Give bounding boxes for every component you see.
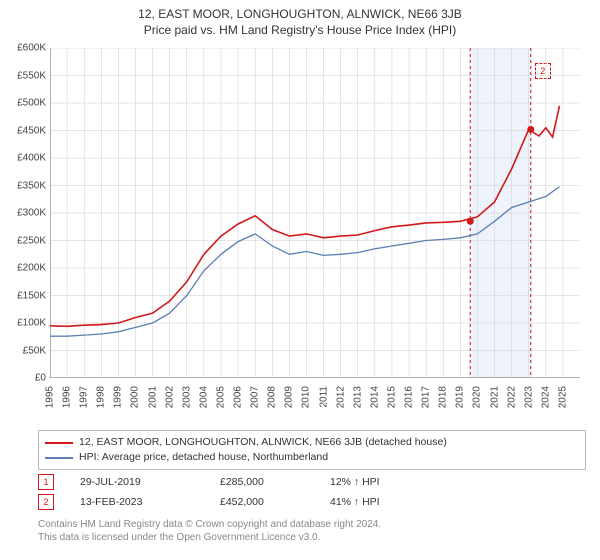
legend-label: 12, EAST MOOR, LONGHOUGHTON, ALNWICK, NE… <box>79 435 447 450</box>
sale-date: 29-JUL-2019 <box>80 476 220 488</box>
x-axis-label: 1999 <box>113 386 124 408</box>
x-axis-label: 2017 <box>421 386 432 408</box>
title-line-1: 12, EAST MOOR, LONGHOUGHTON, ALNWICK, NE… <box>0 6 600 22</box>
legend: 12, EAST MOOR, LONGHOUGHTON, ALNWICK, NE… <box>38 430 586 470</box>
x-axis-label: 2021 <box>489 386 500 408</box>
chart-svg <box>50 48 580 378</box>
sale-delta: 41% ↑ HPI <box>330 496 450 508</box>
footer-attribution: Contains HM Land Registry data © Crown c… <box>38 518 381 544</box>
x-axis-label: 2013 <box>352 386 363 408</box>
footer-line-2: This data is licensed under the Open Gov… <box>38 531 381 544</box>
x-axis-label: 2000 <box>130 386 141 408</box>
y-axis-label: £450K <box>17 125 46 136</box>
x-axis-label: 2025 <box>557 386 568 408</box>
sale-row: 2 13-FEB-2023£452,00041% ↑ HPI <box>38 492 572 512</box>
x-axis-label: 2024 <box>540 386 551 408</box>
x-axis-label: 1995 <box>45 386 56 408</box>
x-axis-label: 2012 <box>335 386 346 408</box>
x-axis-label: 2004 <box>198 386 209 408</box>
chart-plot-area: £0£50K£100K£150K£200K£250K£300K£350K£400… <box>50 48 580 378</box>
footer-line-1: Contains HM Land Registry data © Crown c… <box>38 518 381 531</box>
x-axis-label: 2008 <box>267 386 278 408</box>
x-axis-label: 2005 <box>215 386 226 408</box>
legend-item: HPI: Average price, detached house, Nort… <box>45 450 579 465</box>
legend-swatch <box>45 442 73 444</box>
legend-label: HPI: Average price, detached house, Nort… <box>79 450 328 465</box>
sale-delta: 12% ↑ HPI <box>330 476 450 488</box>
sale-point <box>527 126 534 133</box>
x-axis-label: 2014 <box>369 386 380 408</box>
y-axis-label: £350K <box>17 180 46 191</box>
sale-date: 13-FEB-2023 <box>80 496 220 508</box>
x-axis-label: 2006 <box>233 386 244 408</box>
x-axis-label: 2023 <box>523 386 534 408</box>
x-axis-label: 1997 <box>79 386 90 408</box>
y-axis-label: £600K <box>17 43 46 54</box>
sale-row-marker: 1 <box>38 474 54 490</box>
x-axis-label: 2022 <box>506 386 517 408</box>
sales-table: 1 29-JUL-2019£285,00012% ↑ HPI 2 13-FEB-202… <box>38 472 572 512</box>
y-axis-label: £250K <box>17 235 46 246</box>
y-axis-label: £500K <box>17 98 46 109</box>
y-axis-label: £0 <box>35 373 46 384</box>
x-axis-label: 2010 <box>301 386 312 408</box>
x-axis-label: 2015 <box>386 386 397 408</box>
x-axis-label: 1998 <box>96 386 107 408</box>
legend-item: 12, EAST MOOR, LONGHOUGHTON, ALNWICK, NE… <box>45 435 579 450</box>
x-axis-label: 2007 <box>250 386 261 408</box>
x-axis-label: 2003 <box>181 386 192 408</box>
y-axis-label: £200K <box>17 263 46 274</box>
x-axis-label: 2018 <box>438 386 449 408</box>
x-axis-label: 2019 <box>455 386 466 408</box>
sale-row: 1 29-JUL-2019£285,00012% ↑ HPI <box>38 472 572 492</box>
x-axis-label: 2009 <box>284 386 295 408</box>
x-axis-label: 2011 <box>318 386 329 408</box>
sale-point <box>467 218 474 225</box>
chart-title: 12, EAST MOOR, LONGHOUGHTON, ALNWICK, NE… <box>0 0 600 38</box>
title-line-2: Price paid vs. HM Land Registry's House … <box>0 22 600 38</box>
sale-row-marker: 2 <box>38 494 54 510</box>
x-axis-label: 2002 <box>164 386 175 408</box>
chart-container: 12, EAST MOOR, LONGHOUGHTON, ALNWICK, NE… <box>0 0 600 560</box>
y-axis-label: £300K <box>17 208 46 219</box>
legend-swatch <box>45 457 73 459</box>
x-axis-label: 2016 <box>404 386 415 408</box>
x-axis-label: 1996 <box>62 386 73 408</box>
y-axis-label: £150K <box>17 290 46 301</box>
x-axis-label: 2001 <box>147 386 158 408</box>
y-axis-label: £550K <box>17 70 46 81</box>
y-axis-label: £100K <box>17 318 46 329</box>
y-axis-label: £400K <box>17 153 46 164</box>
x-axis-label: 2020 <box>472 386 483 408</box>
sale-price: £452,000 <box>220 496 330 508</box>
sale-price: £285,000 <box>220 476 330 488</box>
y-axis-label: £50K <box>23 345 46 356</box>
